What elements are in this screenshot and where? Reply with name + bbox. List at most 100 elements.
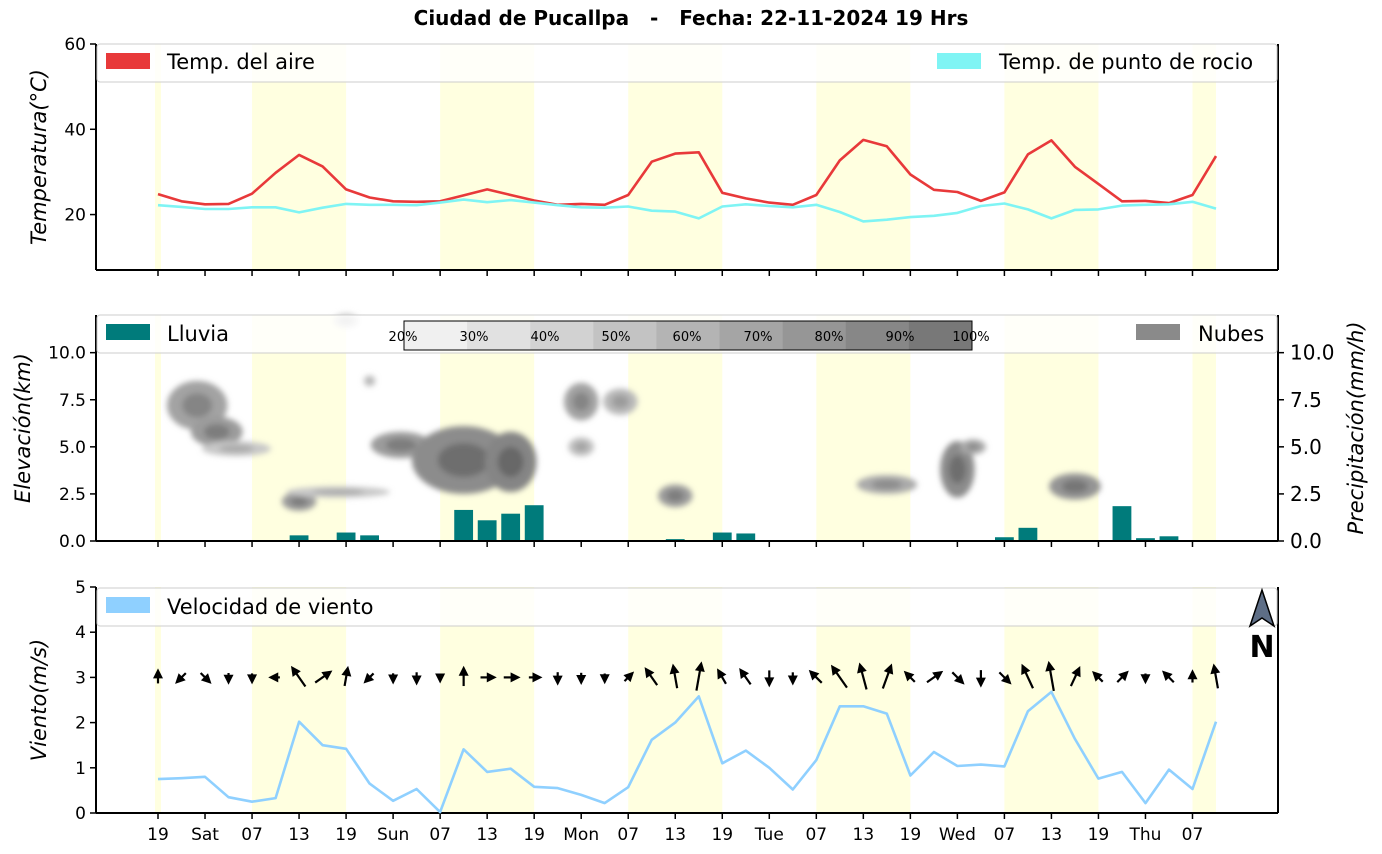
cloud-core (611, 395, 630, 409)
y-tick-label: 20 (64, 206, 86, 226)
wind-arrow (926, 670, 944, 684)
wind-arrow-head (576, 675, 587, 685)
cloud-core (219, 444, 254, 453)
wind-arrow (1045, 660, 1056, 692)
north-label: N (1249, 630, 1274, 665)
wind-arrow-head (787, 675, 798, 686)
cloud-core (966, 443, 980, 451)
wind-arrow (290, 665, 307, 688)
wind-arrow-shaft (1213, 670, 1220, 689)
daylight-band (1192, 587, 1216, 813)
x-tick-label: Mon (563, 825, 599, 845)
wind-arrow (411, 672, 422, 686)
wind-arrow-head (883, 663, 894, 675)
cloud-scale-label: 30% (460, 330, 489, 345)
wind-arrow-head (857, 662, 867, 674)
x-tick-label: 19 (335, 825, 357, 845)
wind-arrow (314, 670, 333, 684)
wind-arrow (1140, 673, 1151, 685)
wind-arrow (363, 672, 375, 684)
cloud-core (574, 442, 588, 452)
wind-arrow-head (435, 673, 446, 684)
dewpoint-line (157, 198, 1217, 223)
temperature-panel: 20 40 60 Temperatura(°C) Temp. del aire Temp.… (27, 35, 1279, 276)
rain-bar (1136, 538, 1155, 541)
wind-arrow (951, 671, 965, 685)
x-tick-label: 13 (853, 825, 875, 845)
wind-arrow-shaft (1048, 667, 1055, 692)
wind-arrow-shaft (881, 669, 891, 689)
cloud-core (182, 393, 213, 418)
wind-arrow-head (411, 675, 422, 686)
y-tick-label: 60 (64, 35, 86, 55)
x-tick-label: Thu (1128, 825, 1161, 845)
wind-arrow (1069, 666, 1081, 687)
wind-arrow (341, 665, 352, 687)
cloud-core (666, 490, 684, 502)
y-tick-label-right: 0.0 (1290, 529, 1322, 553)
x-tick-label: 19 (711, 825, 733, 845)
wind-arrow (1021, 663, 1034, 689)
wind-arrow-head (1071, 666, 1081, 678)
y-tick-label-right: 10.0 (1290, 341, 1335, 365)
rain-bar (336, 532, 356, 541)
x-tick-label: 07 (617, 825, 639, 845)
y-tick-label: 3 (75, 668, 86, 688)
cloud-core (203, 424, 230, 440)
rain-bar (360, 535, 380, 541)
wind-arrow-head (669, 663, 680, 675)
cloud-scale-segment (530, 321, 594, 350)
wind-arrow (669, 663, 680, 689)
x-tick-label: Sat (191, 825, 219, 845)
wind-arrow (247, 673, 258, 685)
wind-arrow-head (223, 674, 234, 685)
x-tick-label: Wed (939, 825, 976, 845)
cloud-scale-segment (467, 321, 531, 350)
cloud-scale-segment (719, 321, 784, 350)
wind-arrow-head (739, 667, 750, 680)
legend-swatch (106, 53, 150, 69)
wind-arrow-head (932, 670, 944, 681)
wind-arrow (739, 667, 752, 686)
rain-bar (1112, 506, 1132, 541)
wind-arrow (388, 673, 399, 685)
y-tick-label: 2.5 (59, 485, 86, 505)
wind-arrow (787, 672, 798, 686)
wind-arrow (830, 664, 848, 689)
wind-arrow (623, 671, 635, 683)
cloud-core (290, 496, 308, 507)
y-tick-label: 10.0 (48, 344, 86, 364)
y-tick-label: 5.0 (59, 438, 86, 458)
rain-bar (289, 535, 309, 541)
cloud-core (948, 455, 966, 484)
x-tick-label: Tue (754, 825, 784, 845)
wind-arrow (552, 672, 563, 686)
wind-arrow-head (321, 670, 333, 681)
wind-arrow-head (552, 675, 563, 686)
x-tick-label: Sun (377, 825, 409, 845)
wind-arrow (764, 670, 775, 688)
night-edge-band (155, 44, 161, 270)
night-edge-band (155, 315, 161, 541)
y-tick-label: 2 (75, 714, 86, 734)
y-axis-label: Elevación(km) (11, 353, 35, 503)
wind-arrow-shaft (1023, 669, 1034, 689)
legend-swatch (937, 53, 981, 69)
north-arrow-shape (1248, 587, 1276, 628)
wind-arrow-head (388, 674, 399, 685)
wind-arrow-head (458, 665, 469, 676)
legend-label: Nubes (1198, 322, 1264, 346)
x-tick-label: 13 (664, 825, 686, 845)
wind-arrow (153, 668, 163, 684)
cloud-core (385, 438, 417, 452)
y-tick-label: 40 (64, 120, 86, 140)
x-tick-label: 19 (1088, 825, 1110, 845)
rain-bar (501, 513, 521, 541)
legend-swatch-wind (106, 597, 150, 613)
wind-arrow-shaft (834, 669, 848, 689)
x-tick-label: 13 (288, 825, 310, 845)
wind-arrow-head (644, 667, 655, 679)
cloud-core (312, 489, 365, 495)
legend-label: Temp. del aire (166, 50, 315, 74)
legend-box (96, 587, 1278, 627)
